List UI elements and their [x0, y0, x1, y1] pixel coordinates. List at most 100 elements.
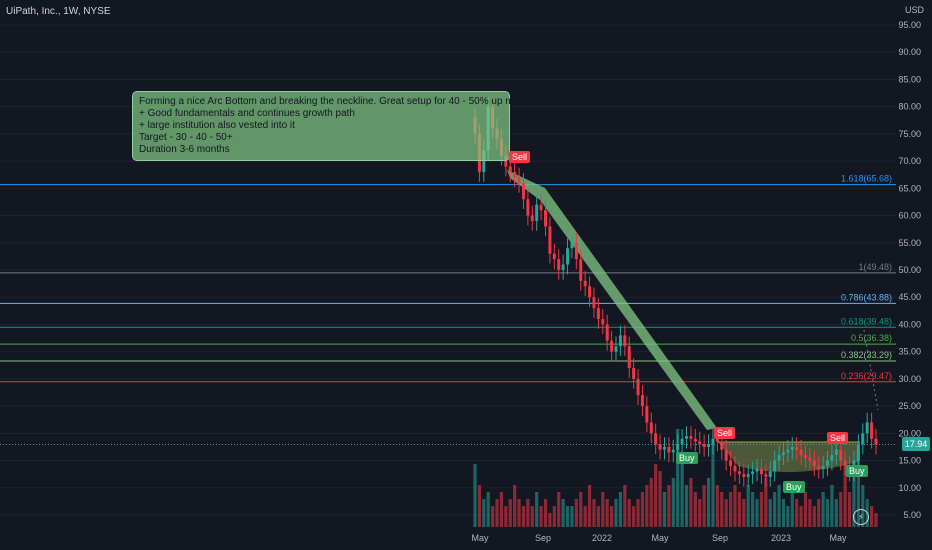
y-axis[interactable]: 5.00 10.00 15.00 20.00 25.00 30.00 35.00 40.00 4… [898, 20, 921, 520]
candle-body [834, 449, 838, 456]
candle-body [759, 468, 763, 475]
volume-bar [803, 492, 808, 527]
trend-channel [507, 170, 717, 430]
volume-bar [733, 485, 737, 527]
volume-bar [548, 513, 552, 527]
candle-body [596, 308, 600, 319]
candle-body [610, 340, 614, 352]
buy-signal[interactable]: Buy [783, 481, 805, 493]
x-axis[interactable]: May Sep 2022 May Sep 2023 May [471, 533, 847, 543]
candle-body [685, 436, 689, 439]
volume-bar [482, 499, 486, 527]
candle-body [517, 177, 521, 183]
x-tick-label: Sep [535, 533, 551, 543]
volume-bar [768, 499, 772, 527]
volume-bar [755, 499, 759, 527]
candle-body [623, 335, 627, 347]
candle-body [737, 471, 741, 475]
x-tick-label: May [829, 533, 847, 543]
volume-bar [728, 492, 733, 527]
candle-body [592, 297, 596, 309]
y-tick-label: 30.00 [898, 374, 921, 384]
volume-bar [627, 499, 631, 527]
volume-bar [517, 499, 521, 527]
y-tick-label: 90.00 [898, 47, 921, 57]
volume-bar [737, 492, 741, 527]
volume-bar [636, 499, 640, 527]
candle-body [566, 248, 570, 265]
y-tick-label: 35.00 [898, 347, 921, 357]
candle-body [742, 474, 746, 477]
y-tick-label: 80.00 [898, 102, 921, 112]
volume-bar [658, 471, 662, 527]
y-tick-label: 10.00 [898, 483, 921, 493]
volume-bar [751, 492, 755, 527]
x-tick-label: May [651, 533, 669, 543]
sell-signal[interactable]: Sell [827, 432, 849, 444]
candle-body [874, 438, 878, 445]
candle-body [557, 259, 561, 270]
y-tick-label: 75.00 [898, 129, 921, 139]
candle-body [817, 466, 821, 469]
volume-bar [869, 506, 874, 527]
candle-body [821, 466, 825, 469]
y-tick-label: 25.00 [898, 401, 921, 411]
candle-body [764, 474, 768, 477]
candle-body [711, 438, 715, 445]
y-tick-label: 45.00 [898, 292, 921, 302]
candle-body [552, 253, 556, 260]
buy-signal[interactable]: Buy [676, 452, 698, 464]
fib-label: 1(49.48) [858, 262, 892, 272]
candle-body [583, 280, 587, 287]
volume-bar [777, 485, 781, 527]
volume-bar [825, 499, 830, 527]
volume-bar [662, 492, 667, 527]
flash-icon[interactable]: ⚡ [853, 509, 869, 525]
volume-bar [473, 464, 477, 527]
fib-label: 0.382(33.29) [841, 350, 892, 360]
fib-label: 0.618(39.48) [841, 316, 892, 326]
fib-label: 0.786(43.88) [841, 292, 892, 302]
candle-body [539, 204, 543, 211]
candle-body [702, 444, 706, 447]
candle-body [768, 471, 772, 477]
volume-bar [513, 485, 517, 527]
candle-body [526, 199, 530, 216]
volume-bar [795, 499, 799, 527]
arc-bottom-zone [718, 442, 860, 473]
note-line: Target - 30 - 40 - 50+ [139, 132, 233, 143]
volume-bar [605, 499, 609, 527]
volume-bar [847, 492, 852, 527]
volume-bar [579, 492, 583, 527]
volume-bar [746, 485, 750, 527]
candle-body [839, 449, 843, 461]
candle-body [689, 436, 693, 439]
candle-body [535, 204, 539, 221]
candle-body [795, 446, 799, 450]
y-tick-label: 60.00 [898, 211, 921, 221]
volume-bar [856, 450, 860, 527]
buy-signal[interactable]: Buy [846, 465, 868, 477]
volume-bar [764, 478, 768, 527]
candle-body [548, 226, 552, 254]
volume-bar [561, 499, 565, 527]
volume-bar [592, 499, 596, 527]
x-tick-label: May [471, 533, 489, 543]
candle-body [707, 444, 711, 447]
sell-signal[interactable]: Sell [714, 427, 736, 439]
volume-bar [649, 478, 653, 527]
projection-line [863, 329, 879, 411]
volume-bar [504, 506, 508, 527]
volume-bar [684, 485, 689, 527]
annotation-note[interactable]: Forming a nice Arc Bottom and breaking t… [132, 91, 533, 161]
y-tick-label: 50.00 [898, 265, 921, 275]
candle-body [504, 155, 508, 167]
volume-bar [640, 492, 645, 527]
y-tick-label: 85.00 [898, 74, 921, 84]
volume-bar [799, 506, 803, 527]
candle-body [843, 460, 847, 466]
fibonacci-levels: 1.618(65.68) 1(49.48) 0.786(43.88) 0.618(39… [0, 174, 896, 446]
sell-signal[interactable]: Sell [509, 151, 531, 163]
volume-bar [702, 485, 706, 527]
